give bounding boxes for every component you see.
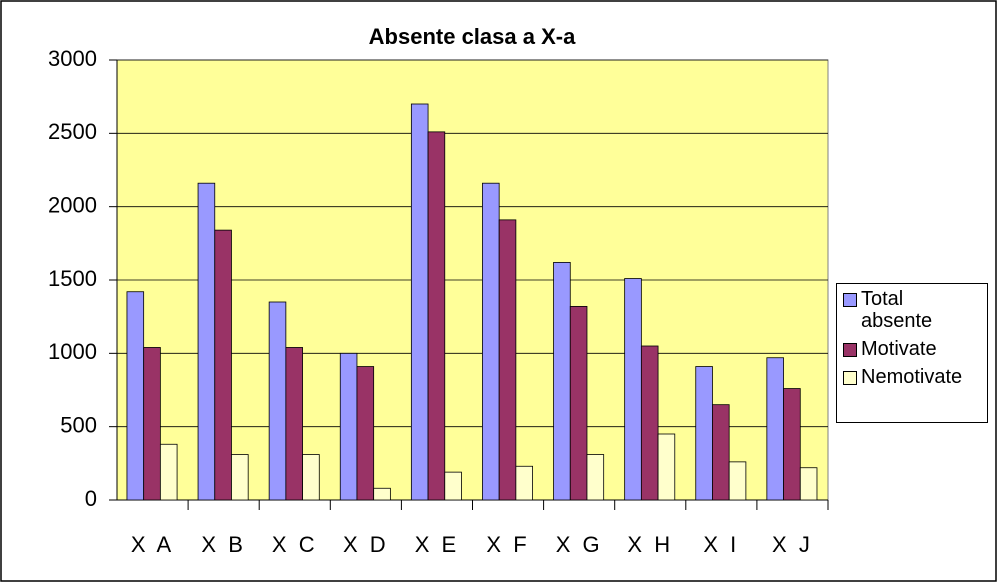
bar [285, 347, 303, 501]
x-tick-label: X F [486, 532, 529, 557]
bar [586, 454, 605, 501]
bar [498, 219, 517, 501]
bar [356, 366, 375, 501]
bar [214, 229, 232, 501]
legend-swatch [843, 371, 857, 385]
bar [231, 454, 249, 501]
x-tick-label: X A [131, 532, 174, 557]
x-tick-label: X H [627, 532, 673, 557]
legend-label: Nemotivate [861, 366, 963, 388]
chart-title: Absente clasa a X-a [369, 24, 576, 49]
legend-item: Nemotivate [843, 366, 987, 388]
bar [302, 454, 320, 501]
bar [766, 357, 784, 501]
y-tick-label: 1500 [48, 266, 97, 291]
bar [143, 347, 161, 501]
bar [657, 433, 676, 501]
bar [728, 461, 747, 501]
bar [444, 471, 462, 501]
bar [159, 443, 178, 501]
bar [339, 352, 358, 501]
bar [553, 261, 571, 501]
bar [197, 182, 216, 501]
y-tick-label: 0 [85, 486, 97, 511]
bar [569, 305, 588, 501]
bar [126, 291, 145, 501]
legend-swatch [843, 343, 857, 357]
y-tick-label: 3000 [48, 46, 97, 71]
bar [624, 278, 642, 501]
bar [373, 487, 391, 501]
x-tick-label: X J [772, 532, 813, 557]
x-tick-label: X E [415, 532, 459, 557]
x-tick-label: X C [272, 532, 318, 557]
y-tick-label: 2500 [48, 119, 97, 144]
bar [640, 345, 659, 501]
bar [783, 388, 801, 501]
x-tick-label: X I [703, 532, 739, 557]
y-tick-label: 1000 [48, 339, 97, 364]
legend-label: Total absente [861, 288, 933, 332]
bar [515, 465, 533, 501]
x-tick-label: X D [343, 532, 389, 557]
legend-label: Motivate [861, 338, 937, 360]
x-tick-label: X G [556, 532, 603, 557]
bar [410, 103, 429, 501]
legend-item: Motivate [843, 338, 987, 360]
bar [695, 366, 713, 501]
bar [427, 131, 446, 501]
y-tick-label: 2000 [48, 192, 97, 217]
legend: Total absente Motivate Nemotivate [836, 283, 988, 423]
bar [268, 301, 287, 501]
legend-item: Total absente [843, 288, 987, 332]
bar [482, 182, 500, 501]
legend-swatch [843, 293, 857, 307]
bar [712, 404, 730, 501]
x-tick-label: X B [201, 532, 245, 557]
bar [799, 467, 818, 501]
y-tick-label: 500 [60, 412, 97, 437]
